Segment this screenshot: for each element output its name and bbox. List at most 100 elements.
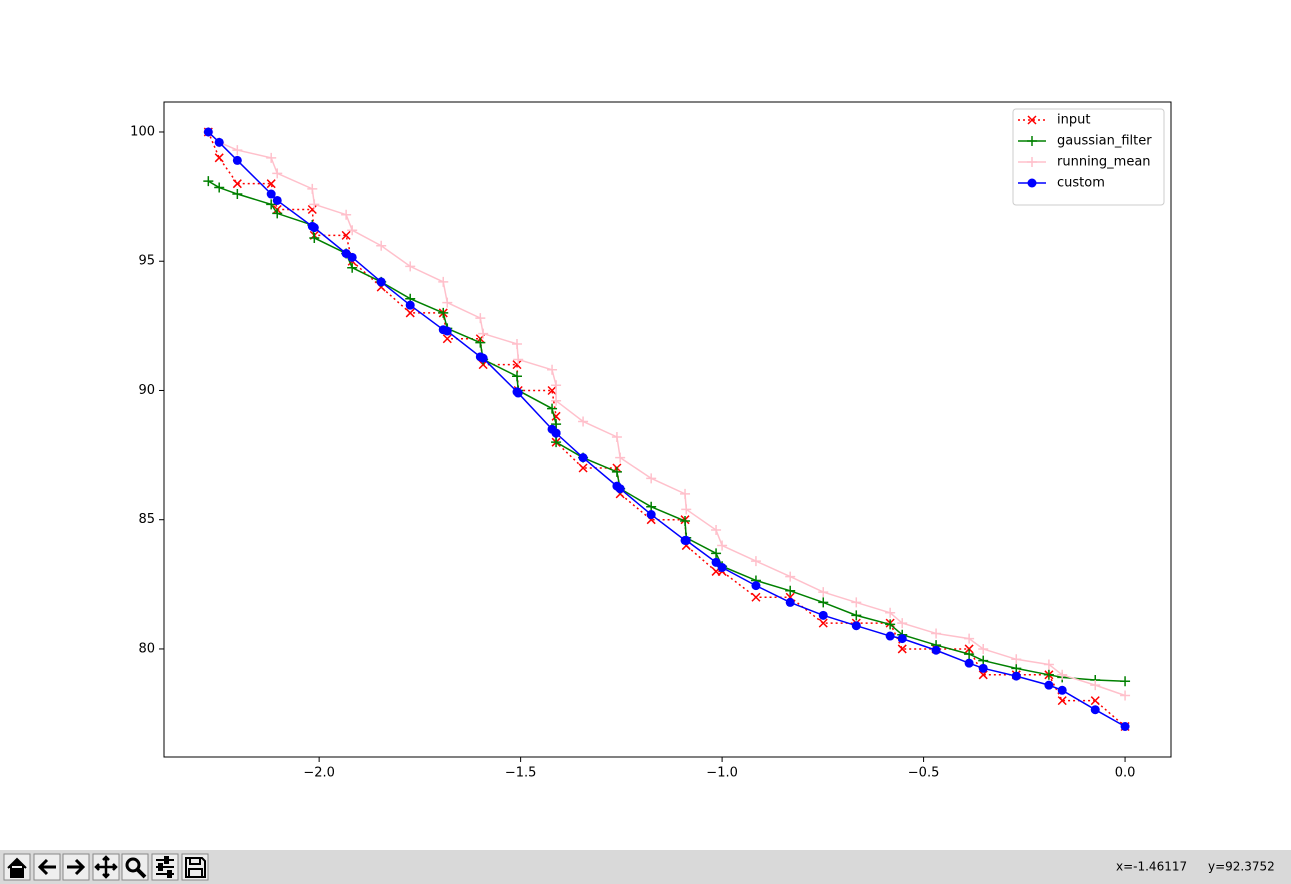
marker — [203, 176, 214, 187]
marker — [232, 189, 243, 200]
marker — [578, 463, 588, 473]
marker — [1090, 696, 1100, 706]
marker — [341, 209, 352, 220]
marker — [611, 431, 622, 442]
marker — [615, 452, 626, 463]
marker — [851, 610, 862, 621]
marker — [897, 634, 907, 644]
marker — [438, 276, 449, 287]
marker — [964, 633, 975, 644]
marker — [615, 484, 625, 494]
marker — [818, 587, 829, 598]
marker — [272, 195, 282, 205]
forward-button[interactable] — [62, 853, 90, 881]
marker — [551, 395, 562, 406]
marker — [551, 380, 562, 391]
marker — [475, 337, 486, 348]
marker — [681, 535, 691, 545]
marker — [646, 473, 657, 484]
marker — [442, 297, 453, 308]
marker — [964, 644, 974, 654]
save-button[interactable] — [181, 853, 209, 881]
marker — [818, 610, 828, 620]
marker — [214, 182, 225, 193]
marker — [1027, 115, 1037, 125]
marker — [438, 307, 449, 318]
marker — [964, 649, 975, 660]
marker — [885, 631, 895, 641]
marker — [964, 658, 974, 668]
marker — [611, 466, 622, 477]
marker — [551, 428, 561, 438]
marker — [347, 262, 358, 273]
marker — [405, 308, 415, 318]
marker — [309, 232, 320, 243]
marker — [897, 618, 908, 629]
marker — [266, 152, 277, 163]
marker — [1044, 680, 1054, 690]
x-tick-label: −1.0 — [706, 766, 738, 781]
marker — [818, 618, 828, 628]
marker — [512, 360, 522, 370]
marker — [1027, 136, 1037, 146]
marker — [1120, 676, 1131, 687]
marker — [478, 328, 489, 339]
home-button[interactable] — [3, 853, 31, 881]
configure-button[interactable] — [151, 853, 179, 881]
legend-label: gaussian_filter — [1057, 134, 1152, 149]
marker — [547, 403, 558, 414]
marker — [266, 199, 277, 210]
marker — [680, 488, 691, 499]
y-tick-label: 95 — [138, 254, 155, 269]
marker — [1027, 178, 1037, 188]
marker — [442, 334, 452, 344]
marker — [978, 670, 988, 680]
pan-button[interactable] — [92, 853, 120, 881]
marker — [232, 145, 243, 156]
marker — [547, 385, 557, 395]
marker — [513, 354, 524, 365]
marker — [547, 364, 558, 375]
legend — [1012, 108, 1165, 206]
marker — [341, 230, 351, 240]
marker — [785, 571, 796, 582]
marker — [214, 153, 224, 163]
marker — [1057, 696, 1067, 706]
back-button[interactable] — [33, 853, 61, 881]
legend-label: running_mean — [1057, 155, 1151, 170]
legend-label: input — [1057, 113, 1090, 128]
marker — [978, 643, 989, 654]
marker — [347, 252, 357, 262]
status-y: y=92.3752 — [1208, 860, 1275, 874]
marker — [307, 183, 318, 194]
marker — [578, 416, 589, 427]
marker — [1027, 157, 1037, 167]
marker — [1057, 685, 1067, 695]
zoom-button[interactable] — [121, 853, 149, 881]
marker — [511, 371, 522, 382]
marker — [1011, 654, 1022, 665]
marker — [851, 621, 861, 631]
marker — [717, 563, 727, 573]
x-tick-label: −1.5 — [505, 766, 537, 781]
marker — [266, 189, 276, 199]
plot: −2.0 −1.5 −1.0 −0.5 0.0 80 85 90 95 100 input gauss… — [130, 108, 1165, 781]
marker — [681, 504, 692, 515]
marker — [1120, 690, 1131, 701]
marker — [272, 208, 283, 219]
marker — [203, 127, 213, 137]
marker — [478, 353, 488, 363]
marker — [475, 313, 486, 324]
marker — [578, 453, 588, 463]
marker — [513, 388, 523, 398]
marker — [931, 645, 941, 655]
marker — [711, 557, 721, 567]
marker — [309, 223, 319, 233]
marker — [309, 199, 320, 210]
x-tick-label: 0.0 — [1115, 766, 1136, 781]
x-tick-label: −0.5 — [908, 766, 940, 781]
marker — [376, 277, 386, 287]
toolbar — [0, 850, 1291, 884]
